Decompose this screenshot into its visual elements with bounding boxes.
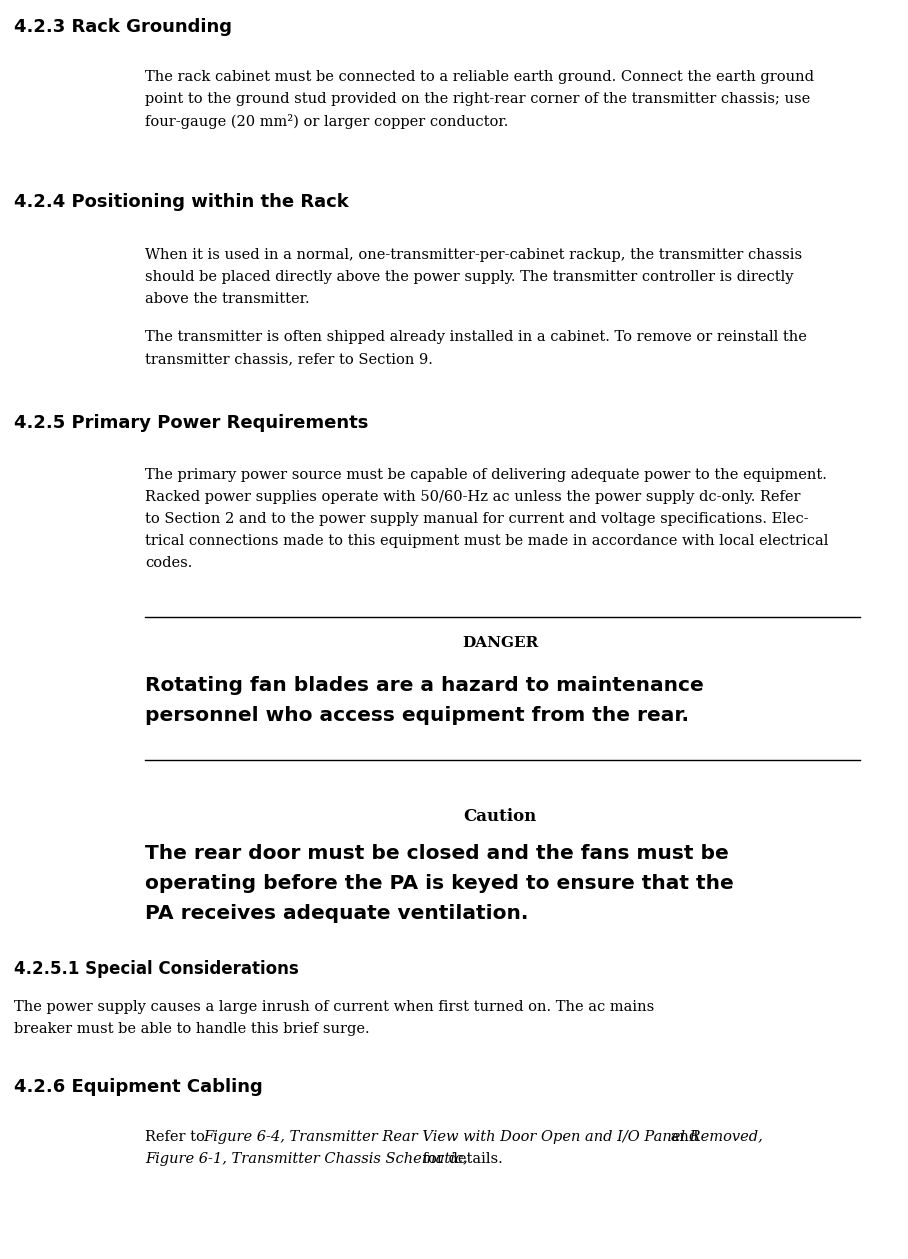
Text: operating before the PA is keyed to ensure that the: operating before the PA is keyed to ensu…: [145, 874, 734, 893]
Text: DANGER: DANGER: [462, 636, 538, 650]
Text: for details.: for details.: [419, 1152, 503, 1166]
Text: point to the ground stud provided on the right-rear corner of the transmitter ch: point to the ground stud provided on the…: [145, 92, 810, 106]
Text: transmitter chassis, refer to Section 9.: transmitter chassis, refer to Section 9.: [145, 353, 433, 366]
Text: and: and: [666, 1131, 698, 1144]
Text: The rear door must be closed and the fans must be: The rear door must be closed and the fan…: [145, 844, 729, 862]
Text: The primary power source must be capable of delivering adequate power to the equ: The primary power source must be capable…: [145, 468, 827, 482]
Text: 4.2.5 Primary Power Requirements: 4.2.5 Primary Power Requirements: [14, 414, 369, 432]
Text: The rack cabinet must be connected to a reliable earth ground. Connect the earth: The rack cabinet must be connected to a …: [145, 71, 814, 84]
Text: codes.: codes.: [145, 556, 192, 570]
Text: personnel who access equipment from the rear.: personnel who access equipment from the …: [145, 706, 689, 725]
Text: 4.2.4 Positioning within the Rack: 4.2.4 Positioning within the Rack: [14, 193, 349, 212]
Text: breaker must be able to handle this brief surge.: breaker must be able to handle this brie…: [14, 1022, 370, 1036]
Text: Racked power supplies operate with 50/60-Hz ac unless the power supply dc-only. : Racked power supplies operate with 50/60…: [145, 490, 801, 504]
Text: 4.2.5.1 Special Considerations: 4.2.5.1 Special Considerations: [14, 961, 299, 978]
Text: The transmitter is often shipped already installed in a cabinet. To remove or re: The transmitter is often shipped already…: [145, 330, 807, 344]
Text: to Section 2 and to the power supply manual for current and voltage specificatio: to Section 2 and to the power supply man…: [145, 512, 809, 526]
Text: The power supply causes a large inrush of current when first turned on. The ac m: The power supply causes a large inrush o…: [14, 1000, 655, 1013]
Text: above the transmitter.: above the transmitter.: [145, 292, 310, 306]
Text: Figure 6-4, Transmitter Rear View with Door Open and I/O Panel Removed,: Figure 6-4, Transmitter Rear View with D…: [203, 1131, 764, 1144]
Text: Refer to: Refer to: [145, 1131, 210, 1144]
Text: should be placed directly above the power supply. The transmitter controller is : should be placed directly above the powe…: [145, 269, 794, 285]
Text: Figure 6-1, Transmitter Chassis Schematic,: Figure 6-1, Transmitter Chassis Schemati…: [145, 1152, 468, 1166]
Text: trical connections made to this equipment must be made in accordance with local : trical connections made to this equipmen…: [145, 534, 828, 548]
Text: PA receives adequate ventilation.: PA receives adequate ventilation.: [145, 904, 528, 923]
Text: Caution: Caution: [463, 808, 537, 825]
Text: Rotating fan blades are a hazard to maintenance: Rotating fan blades are a hazard to main…: [145, 676, 704, 695]
Text: 4.2.3 Rack Grounding: 4.2.3 Rack Grounding: [14, 18, 232, 37]
Text: four-gauge (20 mm²) or larger copper conductor.: four-gauge (20 mm²) or larger copper con…: [145, 115, 508, 128]
Text: When it is used in a normal, one-transmitter-per-cabinet rackup, the transmitter: When it is used in a normal, one-transmi…: [145, 248, 802, 262]
Text: 4.2.6 Equipment Cabling: 4.2.6 Equipment Cabling: [14, 1078, 262, 1097]
